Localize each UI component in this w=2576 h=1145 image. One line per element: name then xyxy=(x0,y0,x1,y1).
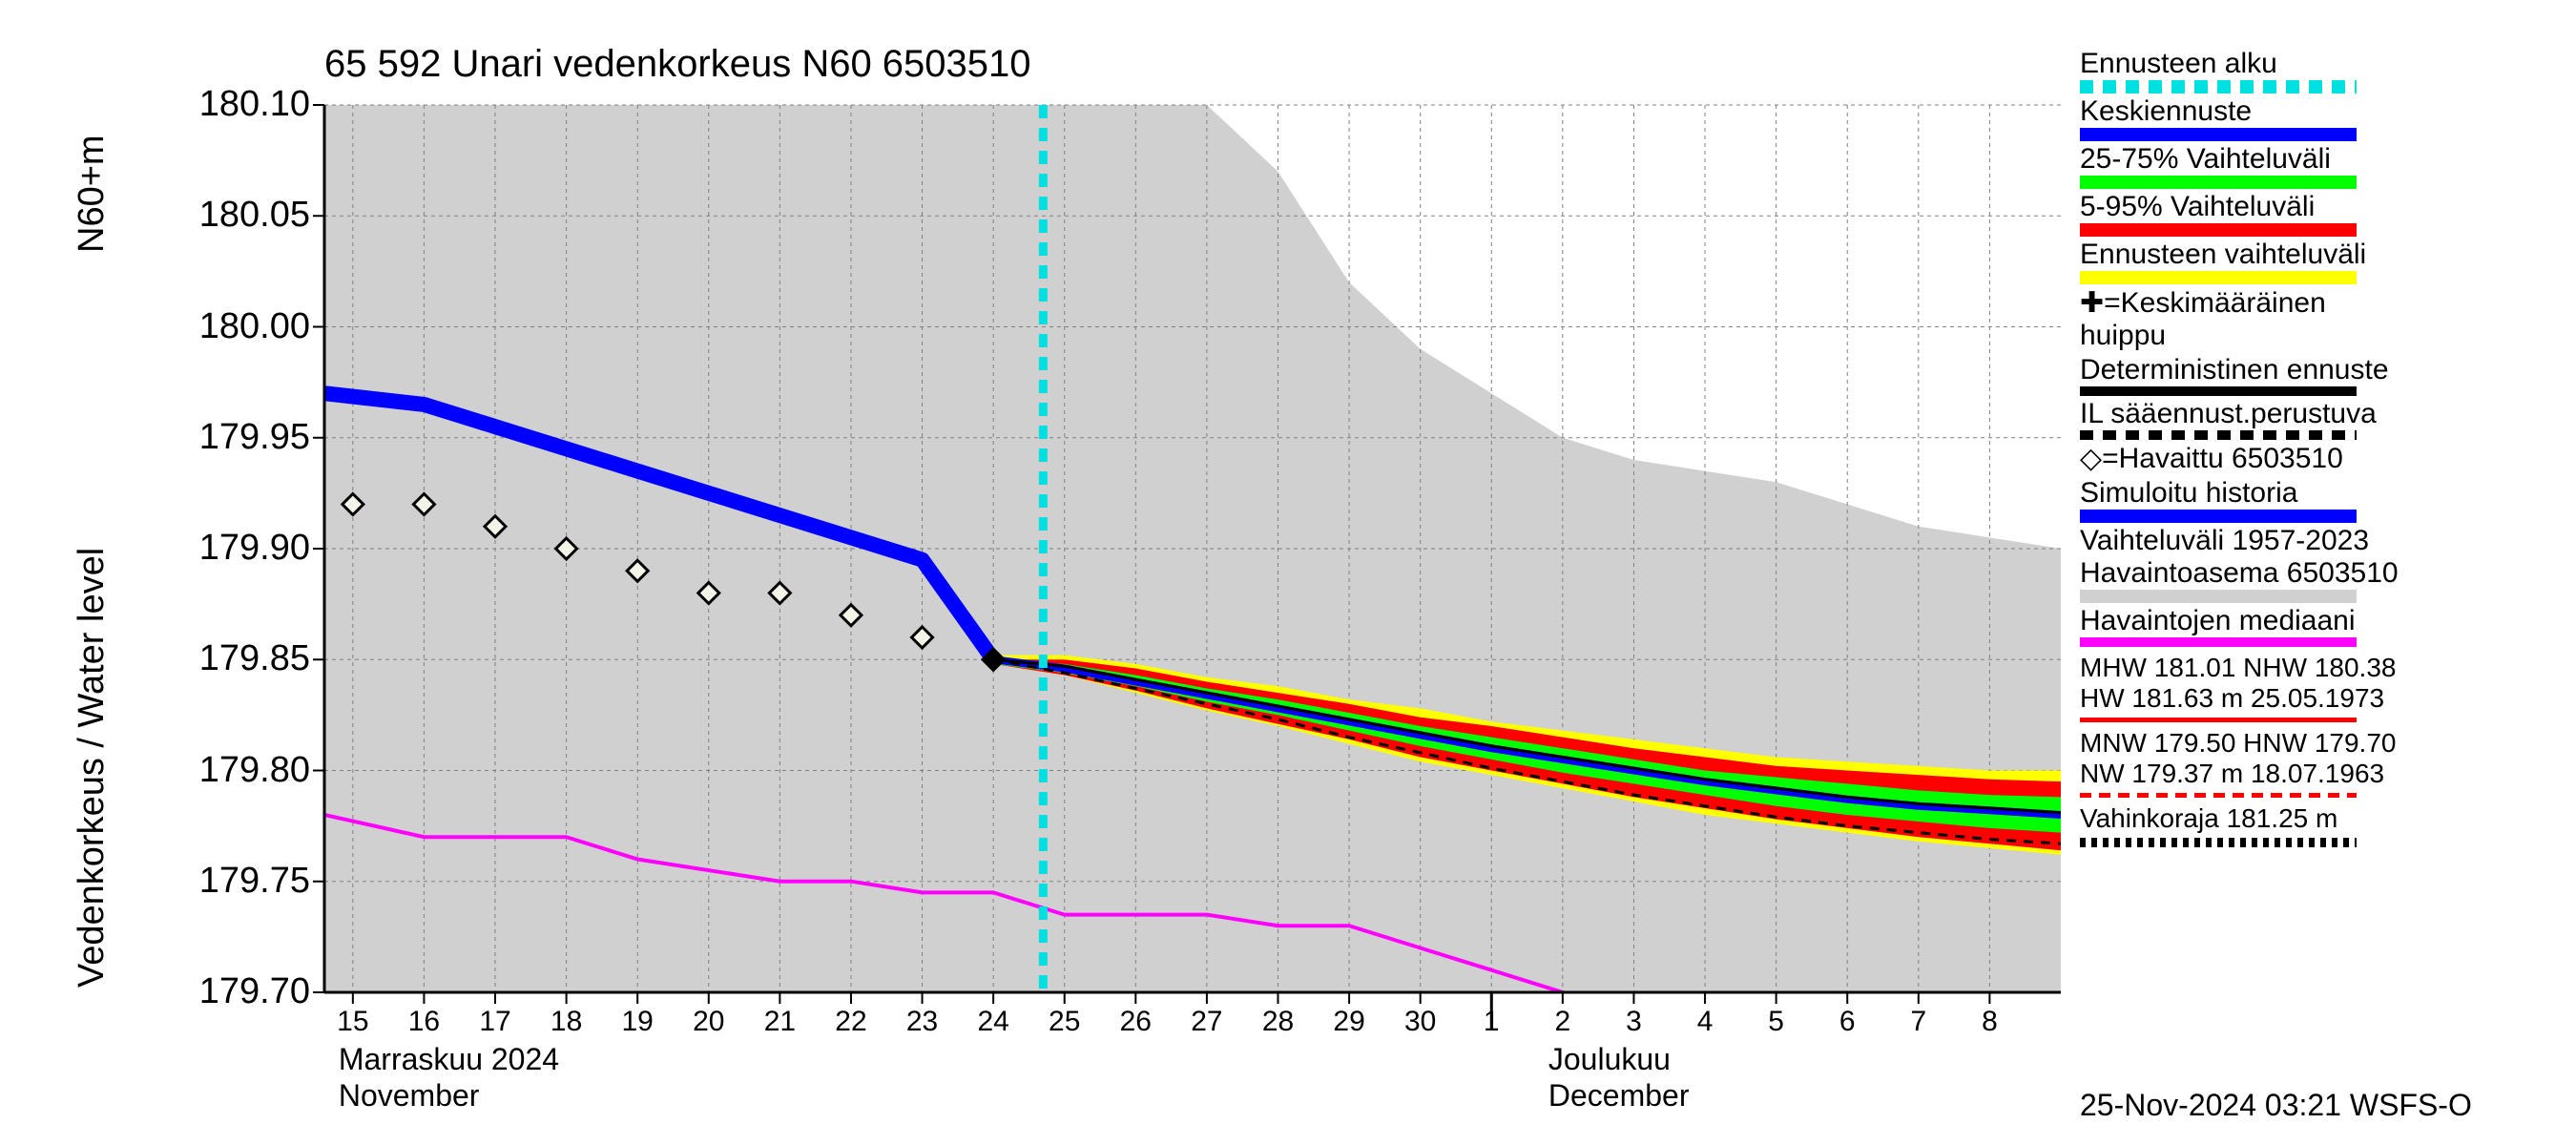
legend-label: 5-95% Vaihteluväli xyxy=(2080,191,2557,223)
y-tick-label: 179.95 xyxy=(134,417,310,458)
x-tick-label: 26 xyxy=(1111,1006,1159,1038)
legend-label: Deterministinen ennuste xyxy=(2080,354,2557,386)
legend-entry: Ennusteen vaihteluväli xyxy=(2080,239,2557,284)
legend: Ennusteen alku Keskiennuste 25-75% Vaihtel… xyxy=(2080,48,2557,847)
legend-label: IL sääennust.perustuva xyxy=(2080,398,2557,430)
legend-info-block: MHW 181.01 NHW 180.38HW 181.63 m 25.05.1… xyxy=(2080,653,2557,722)
legend-label: Ennusteen alku xyxy=(2080,48,2557,80)
x-tick-label: 2 xyxy=(1539,1006,1587,1038)
x-tick-label: 18 xyxy=(543,1006,591,1038)
legend-rule xyxy=(2080,718,2357,722)
legend-label: Vaihteluväli 1957-2023 Havaintoasema 650… xyxy=(2080,525,2557,590)
x-tick-label: 21 xyxy=(756,1006,803,1038)
legend-swatch xyxy=(2080,223,2357,237)
legend-label: ✚=Keskimääräinen huippu xyxy=(2080,286,2366,352)
y-tick-label: 180.00 xyxy=(134,306,310,347)
legend-label: Simuloitu historia xyxy=(2080,477,2557,510)
x-tick-label: 16 xyxy=(400,1006,447,1038)
x-tick-label: 8 xyxy=(1965,1006,2013,1038)
footer-timestamp: 25-Nov-2024 03:21 WSFS-O xyxy=(2080,1088,2472,1123)
x-tick-label: 30 xyxy=(1397,1006,1444,1038)
y-tick-label: 180.05 xyxy=(134,195,310,236)
x-tick-label: 1 xyxy=(1467,1006,1515,1038)
legend-rule xyxy=(2080,793,2357,798)
x-tick-label: 6 xyxy=(1823,1006,1871,1038)
x-tick-label: 5 xyxy=(1753,1006,1800,1038)
legend-swatch xyxy=(2080,176,2357,189)
y-tick-label: 179.85 xyxy=(134,638,310,679)
x-month-label-en: December xyxy=(1548,1078,1690,1114)
x-month-label-en: November xyxy=(339,1078,480,1114)
legend-entry: ◇=Havaittu 6503510 xyxy=(2080,442,2557,475)
y-tick-label: 179.70 xyxy=(134,971,310,1012)
legend-info-block: Vahinkoraja 181.25 m xyxy=(2080,803,2557,847)
x-tick-label: 27 xyxy=(1183,1006,1231,1038)
legend-label: ◇=Havaittu 6503510 xyxy=(2080,442,2557,475)
x-tick-label: 3 xyxy=(1610,1006,1657,1038)
x-tick-label: 23 xyxy=(899,1006,946,1038)
x-tick-label: 28 xyxy=(1255,1006,1302,1038)
legend-entry: Vaihteluväli 1957-2023 Havaintoasema 650… xyxy=(2080,525,2557,603)
legend-entry: Deterministinen ennuste xyxy=(2080,354,2557,396)
legend-swatch xyxy=(2080,386,2357,396)
legend-label: Havaintojen mediaani xyxy=(2080,605,2557,637)
legend-swatch xyxy=(2080,271,2357,284)
legend-label: 25-75% Vaihteluväli xyxy=(2080,143,2557,176)
x-tick-label: 7 xyxy=(1895,1006,1942,1038)
chart-container: 65 592 Unari vedenkorkeus N60 6503510 Ve… xyxy=(0,0,2576,1145)
legend-swatch xyxy=(2080,590,2357,603)
x-tick-label: 19 xyxy=(613,1006,661,1038)
y-tick-label: 179.90 xyxy=(134,528,310,569)
x-tick-label: 15 xyxy=(329,1006,377,1038)
legend-entry: 25-75% Vaihteluväli xyxy=(2080,143,2557,189)
y-tick-label: 179.75 xyxy=(134,861,310,902)
legend-swatch xyxy=(2080,128,2357,141)
legend-label: Keskiennuste xyxy=(2080,95,2557,128)
legend-info-block: MNW 179.50 HNW 179.70NW 179.37 m 18.07.1… xyxy=(2080,728,2557,798)
legend-rule xyxy=(2080,838,2357,847)
x-month-label: Joulukuu xyxy=(1548,1042,1671,1077)
legend-entry: Havaintojen mediaani xyxy=(2080,605,2557,647)
x-month-label: Marraskuu 2024 xyxy=(339,1042,559,1077)
legend-swatch xyxy=(2080,637,2357,647)
legend-swatch xyxy=(2080,80,2357,94)
legend-swatch xyxy=(2080,510,2357,523)
x-tick-label: 24 xyxy=(969,1006,1017,1038)
legend-entry: IL sääennust.perustuva xyxy=(2080,398,2557,440)
legend-entry: ✚=Keskimääräinen huippu xyxy=(2080,286,2557,352)
y-tick-label: 179.80 xyxy=(134,750,310,791)
x-tick-label: 22 xyxy=(827,1006,875,1038)
legend-entry: Keskiennuste xyxy=(2080,95,2557,141)
x-tick-label: 4 xyxy=(1681,1006,1729,1038)
legend-label: Ennusteen vaihteluväli xyxy=(2080,239,2557,271)
legend-swatch xyxy=(2080,430,2357,440)
legend-entry: 5-95% Vaihteluväli xyxy=(2080,191,2557,237)
x-tick-label: 29 xyxy=(1325,1006,1373,1038)
x-tick-label: 20 xyxy=(685,1006,733,1038)
x-tick-label: 17 xyxy=(471,1006,519,1038)
legend-entry: Simuloitu historia xyxy=(2080,477,2557,523)
legend-entry: Ennusteen alku xyxy=(2080,48,2557,94)
y-tick-label: 180.10 xyxy=(134,84,310,125)
x-tick-label: 25 xyxy=(1041,1006,1089,1038)
